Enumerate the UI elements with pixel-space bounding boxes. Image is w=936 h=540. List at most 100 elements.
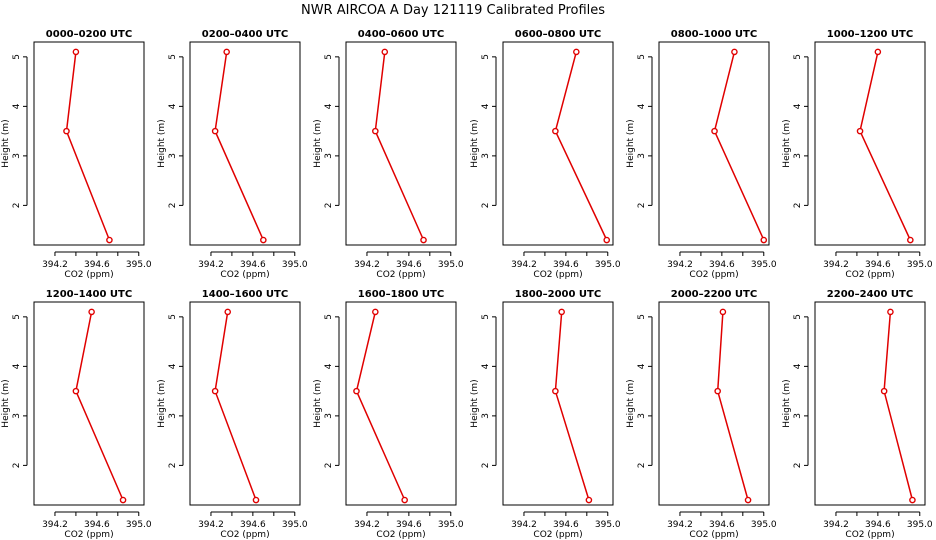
x-tick-label: 394.6 <box>553 520 579 530</box>
profile-point <box>353 387 360 395</box>
x-tick-label: 395.0 <box>438 260 464 270</box>
plot-frame <box>658 41 770 246</box>
y-tick-label: 4 <box>481 103 491 109</box>
y-tick-label: 2 <box>168 463 178 469</box>
x-tick-label: 395.0 <box>595 520 621 530</box>
y-axis-label: Height (m) <box>626 119 636 167</box>
profile-point <box>119 496 127 504</box>
plot-frame <box>814 41 926 246</box>
y-tick-label: 3 <box>481 413 491 419</box>
y-tick-label: 4 <box>12 363 22 369</box>
y-tick-label: 4 <box>793 103 803 109</box>
x-tick-label: 394.2 <box>823 520 849 530</box>
profile-point <box>585 496 593 504</box>
y-tick-label: 2 <box>12 203 22 209</box>
y-tick-label: 3 <box>793 413 803 419</box>
y-tick-label: 3 <box>12 153 22 159</box>
y-axis-label: Height (m) <box>470 119 480 167</box>
x-tick-label: 394.2 <box>198 260 224 270</box>
y-tick-label: 3 <box>324 413 334 419</box>
profile-point <box>420 236 427 244</box>
panel-title: 1400–1600 UTC <box>202 289 288 300</box>
x-tick-label: 395.0 <box>126 260 152 270</box>
profile-point <box>907 236 914 244</box>
y-tick-label: 2 <box>324 203 334 209</box>
y-axis-label: Height (m) <box>470 379 480 427</box>
y-tick-label: 3 <box>12 413 22 419</box>
profile-point <box>401 496 408 504</box>
panel-title: 2000–2200 UTC <box>671 289 757 300</box>
x-tick-label: 394.2 <box>354 520 380 530</box>
y-tick-label: 2 <box>324 463 334 469</box>
y-tick-label: 5 <box>12 54 22 60</box>
y-axis-label: Height (m) <box>1 379 11 427</box>
panel-4: 0800–1000 UTC 394.2 394.6 395.0 CO2 (ppm) 2 3 4… <box>626 29 777 280</box>
panel-2: 0400–0600 UTC 394.2 394.6 395.0 CO2 (ppm) 2 3 4… <box>313 29 464 280</box>
x-axis-label: CO2 (ppm) <box>376 530 425 540</box>
y-tick-label: 2 <box>637 463 647 469</box>
panel-title: 0800–1000 UTC <box>671 29 757 40</box>
panel-title: 0000–0200 UTC <box>46 29 132 40</box>
panel-title: 1000–1200 UTC <box>827 29 913 40</box>
panel-title: 1200–1400 UTC <box>46 289 132 300</box>
x-tick-label: 394.6 <box>709 520 735 530</box>
profile-point <box>72 48 80 56</box>
profile-line <box>214 311 257 501</box>
x-axis-label: CO2 (ppm) <box>220 270 269 280</box>
plot-frame <box>814 301 926 506</box>
y-tick-label: 2 <box>481 463 491 469</box>
panel-8: 1600–1800 UTC 394.2 394.6 395.0 CO2 (ppm) 2 3 4… <box>313 289 464 540</box>
y-tick-label: 2 <box>481 203 491 209</box>
x-tick-label: 394.2 <box>823 260 849 270</box>
profile-point <box>372 127 379 135</box>
y-tick-label: 3 <box>168 413 178 419</box>
x-tick-label: 394.2 <box>511 520 537 530</box>
y-tick-label: 4 <box>637 363 647 369</box>
profile-point <box>72 387 80 395</box>
panel-grid: 0000–0200 UTC 394.2 394.6 395.0 CO2 (ppm) 2 3 4… <box>1 29 933 540</box>
x-tick-label: 395.0 <box>126 520 152 530</box>
panel-3: 0600–0800 UTC 394.2 394.6 395.0 CO2 (ppm) 2 3 4… <box>470 29 621 280</box>
x-axis-label: CO2 (ppm) <box>533 530 582 540</box>
y-tick-label: 4 <box>793 363 803 369</box>
y-tick-label: 4 <box>168 103 178 109</box>
y-axis-label: Height (m) <box>313 379 323 427</box>
x-tick-label: 394.2 <box>511 260 537 270</box>
y-tick-label: 2 <box>168 203 178 209</box>
panel-title: 1800–2000 UTC <box>515 289 601 300</box>
figure-title: NWR AIRCOA A Day 121119 Calibrated Profi… <box>301 3 605 18</box>
plot-frame <box>345 41 457 246</box>
y-tick-label: 5 <box>793 54 803 60</box>
y-tick-label: 4 <box>481 363 491 369</box>
y-tick-label: 3 <box>637 153 647 159</box>
y-tick-label: 5 <box>324 54 334 60</box>
profile-point <box>714 387 721 395</box>
profile-point <box>573 48 580 56</box>
profile-line <box>554 51 608 241</box>
y-tick-label: 5 <box>168 54 178 60</box>
panel-title: 0600–0800 UTC <box>515 29 601 40</box>
x-tick-label: 395.0 <box>595 260 621 270</box>
y-tick-label: 4 <box>324 103 334 109</box>
profile-point <box>719 308 727 316</box>
profile-point <box>211 127 219 135</box>
panel-10: 2000–2200 UTC 394.2 394.6 395.0 CO2 (ppm) 2 3 4… <box>626 289 777 540</box>
x-tick-label: 395.0 <box>282 260 308 270</box>
profile-line <box>374 51 425 241</box>
x-tick-label: 394.6 <box>396 520 422 530</box>
panel-5: 1000–1200 UTC 394.2 394.6 395.0 CO2 (ppm) 2 3 4… <box>782 29 933 280</box>
x-tick-label: 394.6 <box>84 260 110 270</box>
panel-6: 1200–1400 UTC 394.2 394.6 395.0 CO2 (ppm) 2 3 4… <box>1 289 152 540</box>
y-tick-label: 3 <box>793 153 803 159</box>
y-tick-label: 4 <box>637 103 647 109</box>
profile-point <box>211 387 219 395</box>
x-axis-label: CO2 (ppm) <box>220 530 269 540</box>
x-tick-label: 395.0 <box>282 520 308 530</box>
panel-title: 2200–2400 UTC <box>827 289 913 300</box>
plot-frame <box>345 301 457 506</box>
y-tick-label: 5 <box>637 314 647 320</box>
x-tick-label: 394.2 <box>667 520 693 530</box>
y-axis-label: Height (m) <box>157 379 167 427</box>
profile-point <box>252 496 260 504</box>
